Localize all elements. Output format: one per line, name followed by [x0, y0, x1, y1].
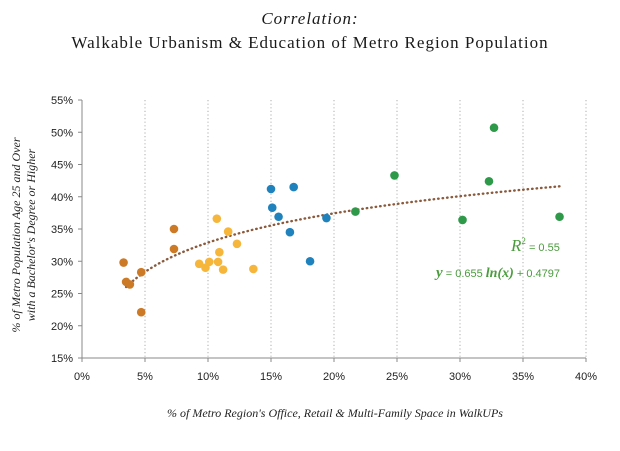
- data-point: [136, 307, 146, 317]
- data-point: [484, 176, 494, 186]
- y-tick-label: 45%: [51, 160, 73, 172]
- x-tick-label: 40%: [575, 371, 597, 383]
- x-tick-label: 35%: [512, 371, 534, 383]
- chart-subtitle: Walkable Urbanism & Education of Metro R…: [71, 33, 549, 52]
- r-squared-value: = 0.55: [526, 242, 560, 254]
- r-squared-annotation: R2 = 0.55: [510, 236, 560, 255]
- data-point: [274, 212, 283, 222]
- y-axis-label-line2: with a Bachelor's Degree or Higher: [24, 148, 38, 321]
- regression-equation: y = 0.655 ln(x) + 0.4797: [434, 265, 560, 281]
- tick-labels: 0% 5% 10% 15% 20% 25% 30% 35% 40% 15% 20% 25% 30% 35%…: [51, 95, 597, 383]
- y-tick-label: 30%: [51, 256, 73, 268]
- data-point: [285, 227, 295, 237]
- y-tick-label: 55%: [51, 95, 73, 107]
- r-squared-symbol: R: [510, 236, 522, 255]
- data-point: [322, 213, 331, 223]
- x-tick-label: 20%: [323, 371, 345, 383]
- data-point: [223, 227, 233, 236]
- data-point: [267, 203, 277, 213]
- data-point: [169, 244, 179, 254]
- y-axis-label-line1: % of Metro Population Age 25 and Over: [9, 137, 23, 332]
- chart-title-block: Correlation: Walkable Urbanism & Educati…: [0, 8, 620, 54]
- chart-title: Correlation:: [261, 9, 359, 28]
- y-tick-label: 35%: [51, 224, 73, 236]
- data-point: [125, 280, 135, 289]
- x-tick-label: 5%: [137, 371, 153, 383]
- grid-layer: [144, 100, 587, 358]
- trendline-layer: [124, 185, 562, 289]
- data-point: [555, 212, 564, 222]
- equation-y: y: [434, 265, 443, 281]
- y-tick-label: 20%: [51, 321, 73, 333]
- data-point: [232, 239, 242, 249]
- x-tick-label: 25%: [386, 371, 408, 383]
- data-point: [194, 259, 204, 269]
- data-point: [212, 214, 222, 223]
- equation-coefficient: = 0.655: [443, 268, 486, 280]
- data-point: [458, 215, 467, 225]
- y-tick-label: 40%: [51, 192, 73, 204]
- x-axis-label: % of Metro Region's Office, Retail & Mul…: [167, 406, 503, 420]
- data-point: [266, 184, 276, 194]
- equation-intercept: + 0.4797: [514, 268, 560, 280]
- data-point: [249, 264, 258, 274]
- data-point: [351, 207, 360, 216]
- data-point: [489, 123, 499, 133]
- x-tick-label: 30%: [449, 371, 471, 383]
- data-point: [289, 182, 298, 192]
- points-layer: [119, 123, 564, 317]
- x-tick-label: 10%: [197, 371, 219, 383]
- data-point: [215, 247, 224, 257]
- data-point: [204, 257, 214, 267]
- data-point: [390, 171, 399, 180]
- y-tick-label: 25%: [51, 289, 73, 301]
- y-tick-label: 15%: [51, 353, 73, 365]
- equation-ln: ln(x): [486, 266, 514, 281]
- data-point: [305, 256, 315, 266]
- axis-layer: [78, 99, 587, 362]
- data-point: [218, 265, 228, 274]
- x-tick-label: 15%: [260, 371, 282, 383]
- trendline: [124, 185, 562, 289]
- y-tick-label: 50%: [51, 127, 73, 139]
- data-point: [136, 267, 146, 277]
- data-point: [213, 257, 223, 267]
- y-axis-label: % of Metro Population Age 25 and Over wi…: [9, 137, 38, 332]
- data-point: [119, 258, 128, 267]
- data-point: [169, 224, 179, 234]
- r-squared-superscript: 2: [521, 236, 526, 246]
- x-tick-label: 0%: [74, 371, 90, 383]
